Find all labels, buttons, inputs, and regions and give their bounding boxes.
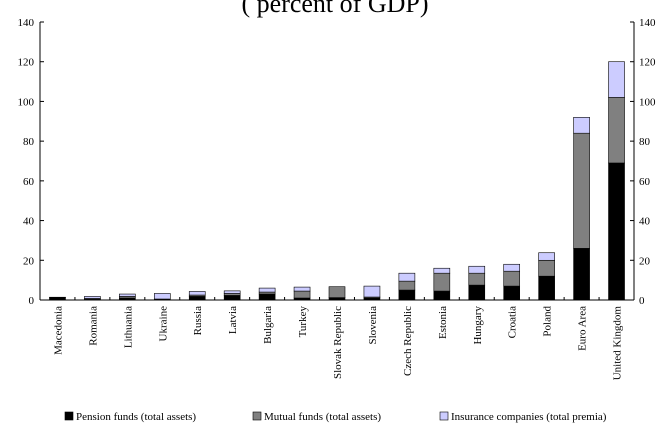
legend-label: Pension funds (total assets) bbox=[76, 411, 196, 423]
bar-segment-pension bbox=[398, 289, 416, 301]
bar-segment-mutual bbox=[538, 259, 555, 277]
y-tick-label-left: 120 bbox=[18, 57, 35, 69]
legend-swatch bbox=[252, 411, 262, 421]
category-label: Czech Republic bbox=[402, 306, 414, 376]
category-label: Slovenia bbox=[367, 306, 379, 345]
y-tick-label-right: 80 bbox=[639, 136, 651, 148]
legend-label: Mutual funds (total assets) bbox=[264, 411, 381, 423]
category-label: Euro Area bbox=[577, 306, 589, 351]
bar-segment-mutual bbox=[468, 272, 486, 286]
bar-segment-insurance bbox=[223, 290, 241, 294]
bar-segment-insurance bbox=[258, 287, 276, 293]
category-label: Macedonia bbox=[52, 306, 64, 355]
bar-segment-insurance bbox=[503, 263, 521, 272]
bar-segment-pension bbox=[223, 295, 241, 301]
bar-segment-mutual bbox=[398, 280, 416, 291]
bar-segment-insurance bbox=[538, 252, 555, 261]
y-tick-label-right: 100 bbox=[639, 96, 656, 108]
category-label: Hungary bbox=[472, 306, 484, 345]
bar-segment-mutual bbox=[608, 97, 625, 164]
y-tick-label-right: 140 bbox=[639, 17, 656, 29]
y-tick-label-left: 140 bbox=[18, 17, 35, 29]
bar-segment-mutual bbox=[573, 132, 590, 249]
bar-segment-pension bbox=[328, 297, 346, 301]
category-label: Estonia bbox=[437, 306, 449, 339]
bars bbox=[49, 61, 625, 301]
category-label: Bulgaria bbox=[262, 306, 274, 344]
y-tick-label-left: 80 bbox=[23, 136, 35, 148]
bar-segment-insurance bbox=[608, 61, 625, 98]
category-label: Russia bbox=[192, 306, 204, 335]
bar-segment-mutual bbox=[503, 270, 521, 287]
y-tick-label-right: 20 bbox=[639, 255, 651, 267]
bar-segment-pension bbox=[573, 248, 590, 301]
bar-segment-pension bbox=[433, 290, 451, 301]
category-label: Latvia bbox=[227, 306, 239, 334]
bar-segment-pension bbox=[503, 285, 521, 301]
bar-segment-pension bbox=[258, 293, 276, 301]
bar-segment-insurance bbox=[398, 272, 416, 282]
bar-segment-pension bbox=[538, 275, 555, 301]
category-label: Poland bbox=[542, 306, 554, 337]
category-label: Lithuania bbox=[122, 306, 134, 348]
bar-segment-insurance bbox=[188, 291, 206, 296]
bar-segment-pension bbox=[188, 296, 206, 301]
y-tick-label-right: 0 bbox=[639, 295, 645, 307]
legend-label: Insurance companies (total premia) bbox=[451, 411, 607, 423]
y-tick-label-right: 60 bbox=[639, 176, 651, 188]
chart-title: ( percent of GDP) bbox=[242, 0, 429, 18]
bar-segment-pension bbox=[468, 284, 486, 301]
category-labels: Macedonia Romania Lithuania Ukraine Russia La… bbox=[52, 306, 623, 381]
axes: 0 0 20 20 40 40 60 60 80 80 100 100 120 120 140 140 bbox=[18, 17, 657, 307]
category-label: Ukraine bbox=[157, 306, 169, 342]
bar-segment-insurance bbox=[153, 293, 171, 300]
bar-segment-pension bbox=[608, 162, 625, 301]
legend-swatch bbox=[64, 411, 74, 421]
category-label: United Kingdom bbox=[612, 306, 624, 381]
chart-title-text: ( percent of GDP) bbox=[242, 0, 429, 18]
y-tick-label-left: 40 bbox=[23, 216, 35, 228]
bar-segment-insurance bbox=[84, 296, 101, 299]
category-label: Croatia bbox=[507, 306, 519, 338]
bar-segment-mutual bbox=[49, 296, 66, 299]
y-tick-label-right: 120 bbox=[639, 57, 656, 69]
y-tick-label-left: 0 bbox=[29, 295, 35, 307]
bar-segment-insurance bbox=[363, 285, 381, 298]
category-label: Slovak Republic bbox=[332, 306, 344, 379]
y-tick-label-left: 20 bbox=[23, 255, 35, 267]
bar-segment-mutual bbox=[328, 286, 346, 298]
bar-segment-mutual bbox=[433, 272, 451, 292]
bar-segment-mutual bbox=[293, 290, 311, 299]
bar-segment-insurance bbox=[119, 293, 136, 297]
bar-segment-insurance bbox=[433, 267, 451, 274]
legend: Pension funds (total assets) Mutual funds… bbox=[64, 411, 607, 423]
bar-segment-insurance bbox=[573, 117, 590, 134]
category-label: Romania bbox=[87, 306, 99, 346]
y-tick-label-left: 100 bbox=[18, 96, 35, 108]
bar-segment-insurance bbox=[468, 265, 486, 274]
bar-segment-insurance bbox=[293, 286, 311, 292]
y-tick-label-right: 40 bbox=[639, 216, 651, 228]
category-label: Turkey bbox=[297, 306, 309, 338]
legend-swatch bbox=[439, 411, 449, 421]
y-tick-label-left: 60 bbox=[23, 176, 35, 188]
